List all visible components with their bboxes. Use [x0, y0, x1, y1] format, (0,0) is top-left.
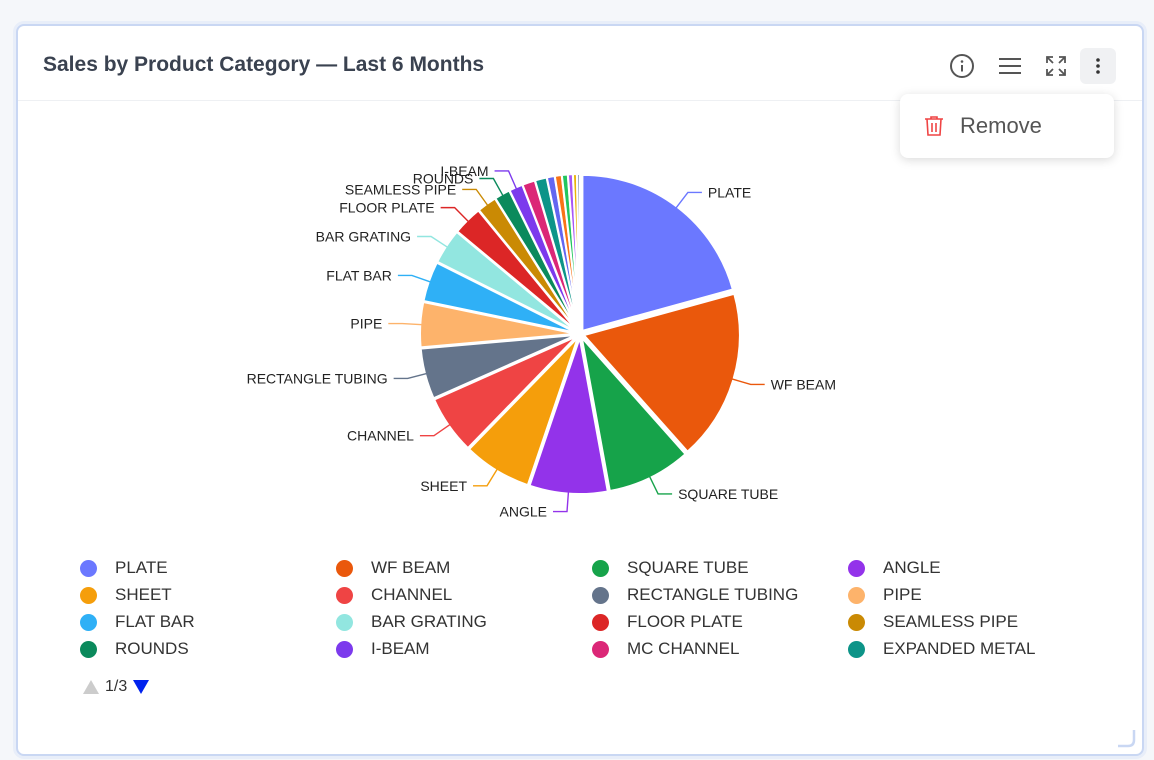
- legend-item[interactable]: PLATE: [80, 558, 336, 578]
- pie-slice[interactable]: [575, 173, 581, 331]
- remove-menu-item[interactable]: Remove: [960, 113, 1042, 138]
- slice-label-connector: [462, 188, 489, 207]
- legend-label: ROUNDS: [115, 639, 189, 658]
- legend-marker: [336, 559, 353, 577]
- legend-item[interactable]: CHANNEL: [336, 585, 592, 605]
- slice-label: PLATE: [708, 184, 751, 200]
- slice-label-connector: [553, 491, 570, 513]
- legend-marker: [80, 640, 97, 658]
- legend-marker: [336, 586, 353, 604]
- chart-legend: PLATE WF BEAM SQUARE TUBE ANGLE SHEET CHANNEL…: [80, 558, 1080, 659]
- slice-label: RECTANGLE TUBING: [247, 370, 388, 386]
- fullscreen-icon: [1046, 56, 1066, 76]
- legend-marker: [848, 640, 865, 658]
- legend-item[interactable]: WF BEAM: [336, 558, 592, 578]
- slice-label: SHEET: [420, 478, 467, 494]
- page-down-icon[interactable]: [132, 679, 150, 695]
- slice-label: BAR GRATING: [316, 228, 411, 244]
- legend-label: SHEET: [115, 585, 172, 604]
- legend-item[interactable]: ROUNDS: [80, 639, 336, 659]
- slice-label: WF BEAM: [771, 376, 836, 392]
- legend-item[interactable]: EXPANDED METAL: [848, 639, 1104, 659]
- legend-label: CHANNEL: [371, 585, 453, 604]
- legend-marker: [848, 613, 865, 631]
- legend-marker: [592, 640, 609, 658]
- options-dropdown: Remove: [900, 94, 1114, 158]
- slice-label: ANGLE: [500, 504, 547, 520]
- trash-icon: [924, 115, 944, 137]
- chart-widget: Sales by Product Category — Last 6 Month…: [16, 24, 1144, 756]
- legend-label: RECTANGLE TUBING: [627, 585, 799, 604]
- legend-label: PLATE: [115, 558, 168, 577]
- page-indicator: 1/3: [105, 678, 128, 695]
- slice-label: SQUARE TUBE: [678, 486, 778, 502]
- more-vertical-icon: [1096, 58, 1100, 74]
- fullscreen-button[interactable]: [1038, 48, 1074, 84]
- legend-item[interactable]: PIPE: [848, 585, 1104, 605]
- legend-item[interactable]: SQUARE TUBE: [592, 558, 848, 578]
- info-icon: [950, 54, 974, 78]
- legend-item[interactable]: SEAMLESS PIPE: [848, 612, 1104, 632]
- legend-item[interactable]: MC CHANNEL: [592, 639, 848, 659]
- legend-label: BAR GRATING: [371, 612, 487, 631]
- legend-marker: [592, 559, 609, 577]
- legend-label: SEAMLESS PIPE: [883, 612, 1019, 631]
- slice-label-connector: [479, 177, 504, 197]
- legend-label: PIPE: [883, 585, 922, 604]
- legend-marker: [80, 586, 97, 604]
- slice-label: FLAT BAR: [326, 267, 392, 283]
- slice-label-connector: [648, 475, 673, 495]
- slice-label: SEAMLESS PIPE: [345, 181, 456, 197]
- legend-item[interactable]: BAR GRATING: [336, 612, 592, 632]
- legend-label: EXPANDED METAL: [883, 639, 1036, 658]
- legend-item[interactable]: FLAT BAR: [80, 612, 336, 632]
- pie-chart: PLATE WF BEAM SQUARE TUBE ANGLE SHEET CHANNEL…: [247, 163, 836, 520]
- legend-label: WF BEAM: [371, 558, 451, 577]
- legend-label: FLAT BAR: [115, 612, 195, 631]
- slice-label-connector: [393, 372, 428, 380]
- legend-pager: 1/3: [82, 678, 150, 696]
- menu-icon: [999, 58, 1021, 74]
- slice-label-connector: [388, 322, 423, 326]
- legend-marker: [336, 640, 353, 658]
- legend-marker: [848, 586, 865, 604]
- widget-title: Sales by Product Category — Last 6 Month…: [43, 53, 485, 76]
- legend-marker: [80, 559, 97, 577]
- slice-label-connector: [494, 170, 518, 190]
- legend-item[interactable]: ANGLE: [848, 558, 1104, 578]
- widget-header: Sales by Product Category — Last 6 Month…: [18, 26, 1142, 101]
- slice-label-connector: [417, 235, 449, 249]
- slice-label: FLOOR PLATE: [339, 200, 434, 216]
- legend-label: MC CHANNEL: [627, 639, 740, 658]
- more-options-button[interactable]: [1080, 48, 1116, 84]
- page-up-icon[interactable]: [82, 679, 100, 695]
- slice-label: I-BEAM: [440, 163, 488, 179]
- legend-label: SQUARE TUBE: [627, 558, 749, 577]
- legend-marker: [80, 613, 97, 631]
- info-button[interactable]: [944, 48, 980, 84]
- legend-marker: [336, 613, 353, 631]
- legend-label: ANGLE: [883, 558, 941, 577]
- legend-item[interactable]: RECTANGLE TUBING: [592, 585, 848, 605]
- slice-label: CHANNEL: [347, 428, 414, 444]
- legend-marker: [592, 586, 609, 604]
- slice-label-connector: [440, 206, 470, 223]
- legend-item[interactable]: SHEET: [80, 585, 336, 605]
- slice-label-connector: [419, 423, 451, 437]
- legend-marker: [592, 613, 609, 631]
- menu-button[interactable]: [992, 48, 1028, 84]
- pie-chart-area: PLATE WF BEAM SQUARE TUBE ANGLE SHEET CHANNEL…: [18, 106, 1138, 556]
- slice-label-connector: [675, 191, 702, 209]
- legend-item[interactable]: FLOOR PLATE: [592, 612, 848, 632]
- legend-item[interactable]: I-BEAM: [336, 639, 592, 659]
- resize-handle-icon[interactable]: [1116, 728, 1136, 748]
- legend-label: I-BEAM: [371, 639, 430, 658]
- slice-label-connector: [397, 274, 432, 283]
- legend-marker: [848, 559, 865, 577]
- slice-label: PIPE: [350, 316, 382, 332]
- slice-label: ROUNDS: [413, 170, 474, 186]
- slice-label-connector: [731, 378, 765, 386]
- legend-label: FLOOR PLATE: [627, 612, 743, 631]
- slice-label-connector: [473, 468, 499, 487]
